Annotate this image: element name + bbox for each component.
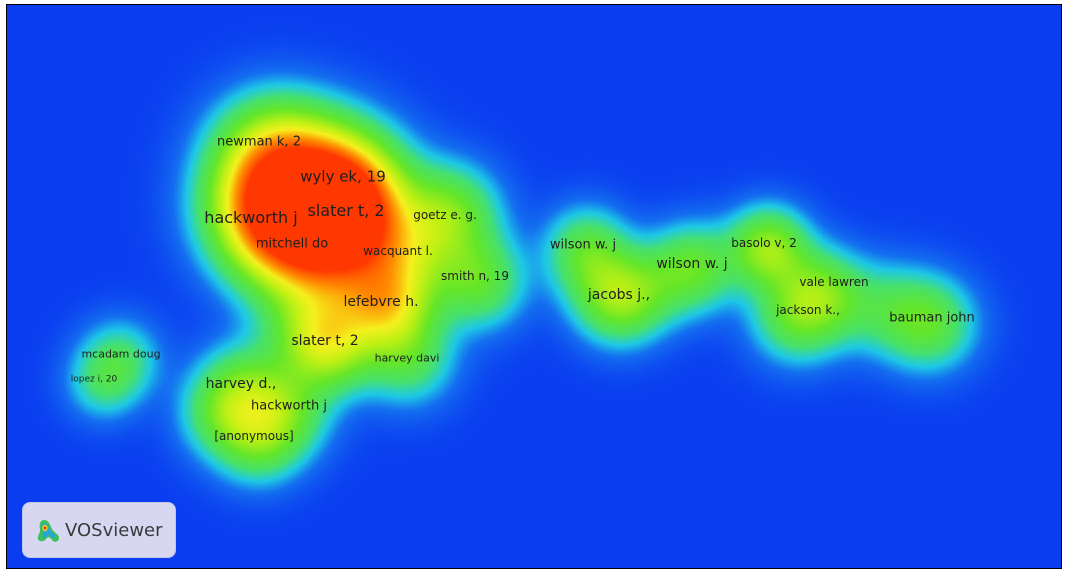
term-label[interactable]: harvey davi xyxy=(374,351,440,365)
term-label[interactable]: jackson k., xyxy=(776,303,840,317)
term-label[interactable]: mcadam doug xyxy=(81,347,161,361)
vosviewer-logo-icon xyxy=(37,520,59,542)
term-label[interactable]: vale lawren xyxy=(799,275,869,289)
term-label[interactable]: lefebvre h. xyxy=(343,294,419,310)
term-label[interactable]: jacobs j., xyxy=(587,287,651,303)
term-label[interactable]: wilson w. j xyxy=(656,256,728,272)
term-label[interactable]: basolo v, 2 xyxy=(731,236,797,250)
vosviewer-logo: VOSviewer xyxy=(22,502,176,558)
term-label[interactable]: [anonymous] xyxy=(214,429,294,443)
term-label[interactable]: slater t, 2 xyxy=(307,201,385,220)
term-label[interactable]: lopez i, 20 xyxy=(70,374,118,385)
term-label[interactable]: hackworth j xyxy=(204,208,298,227)
density-map-frame: newman k, 2 wyly ek, 19 hackworth j slat… xyxy=(6,4,1062,569)
term-label[interactable]: mitchell do xyxy=(255,236,329,252)
term-label[interactable]: newman k, 2 xyxy=(217,134,301,150)
term-label[interactable]: wyly ek, 19 xyxy=(300,167,386,186)
term-label[interactable]: harvey d., xyxy=(205,376,277,392)
term-label[interactable]: slater t, 2 xyxy=(291,333,359,349)
vosviewer-logo-text: VOSviewer xyxy=(65,519,163,541)
term-label[interactable]: wacquant l. xyxy=(363,244,433,258)
term-label[interactable]: goetz e. g. xyxy=(413,208,477,222)
term-label[interactable]: smith n, 19 xyxy=(441,269,509,283)
term-label[interactable]: hackworth j xyxy=(251,398,327,414)
term-label[interactable]: bauman john xyxy=(889,310,975,326)
term-label[interactable]: wilson w. j xyxy=(549,237,617,253)
density-heatmap xyxy=(7,5,1061,568)
